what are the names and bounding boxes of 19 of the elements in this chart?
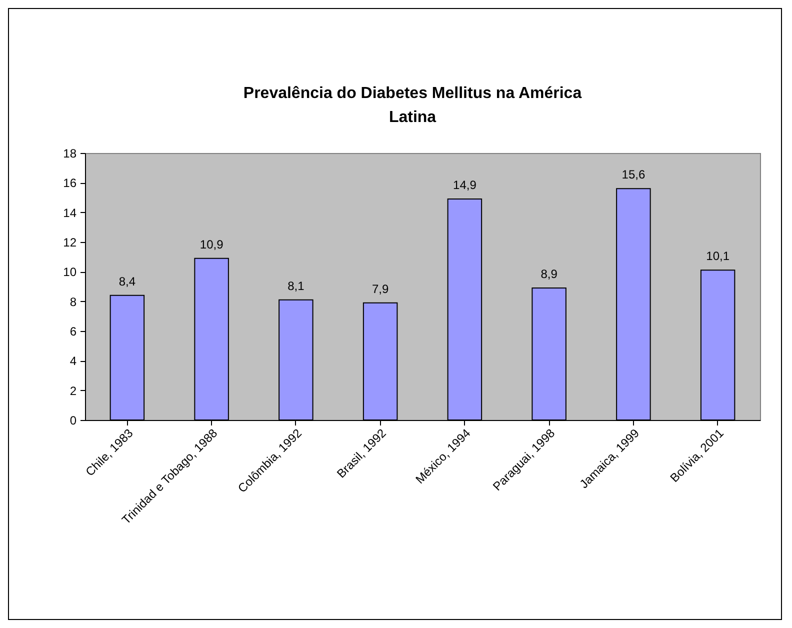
data-label: 8,9 [540,266,558,281]
y-tick-label: 18 [63,146,77,160]
data-label: 14,9 [453,178,477,192]
y-tick-label: 8 [70,294,77,309]
data-label: 7,9 [372,282,389,296]
y-tick-label: 6 [70,324,77,338]
data-label: 10,9 [200,237,224,252]
y-tick-label: 0 [70,414,77,428]
data-label: 8,1 [288,278,305,293]
y-tick-label: 4 [70,354,77,368]
y-tick-label: 10 [63,265,77,280]
y-tick-label: 2 [70,384,77,398]
data-label: 10,1 [706,249,730,264]
data-label: 8,4 [118,274,136,288]
y-tick-label: 12 [63,236,77,250]
data-label: 15,6 [622,168,646,182]
y-tick-label: 14 [63,206,77,220]
chart-title: Prevalência do Diabetes Mellitus na América Latina [243,85,582,126]
y-tick-label: 16 [63,176,77,190]
